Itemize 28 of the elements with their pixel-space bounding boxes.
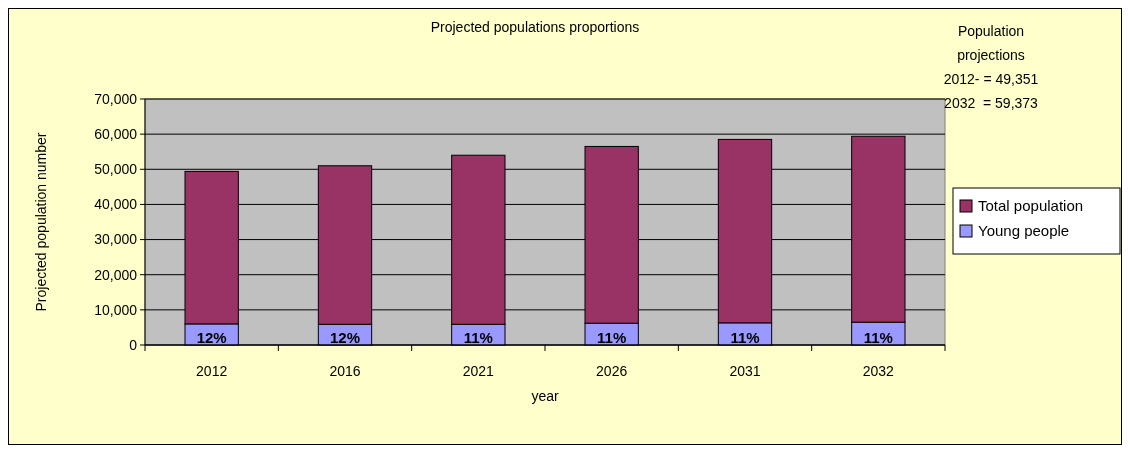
x-tick-label: 2032 bbox=[862, 363, 895, 379]
legend-label: Total population bbox=[978, 197, 1084, 215]
text: 2012- = 49,351 bbox=[943, 71, 1039, 87]
y-axis-title: Projected population number bbox=[33, 132, 49, 312]
annotation: 11% bbox=[463, 329, 493, 346]
x-tick-label: 2026 bbox=[596, 363, 628, 379]
x-tick-label: 2016 bbox=[329, 363, 361, 379]
y-tick-label: 40,000 bbox=[94, 196, 138, 213]
annotation: 2032 = 59,373 bbox=[944, 95, 1039, 111]
annotation: 12% bbox=[196, 329, 227, 346]
x-tick-label: 2031 bbox=[729, 363, 761, 379]
chart-title: Projected populations proportions bbox=[430, 19, 640, 35]
x-axis-title: year bbox=[531, 388, 559, 404]
annotation: 11% bbox=[730, 329, 760, 346]
legend-label: Young people bbox=[978, 222, 1070, 240]
y-tick-label: 30,000 bbox=[94, 231, 138, 248]
text: Population projections bbox=[957, 23, 1025, 63]
y-tick-label: 60,000 bbox=[94, 126, 138, 143]
y-tick-label: 70,000 bbox=[94, 90, 138, 107]
y-tick-label: 20,000 bbox=[94, 266, 138, 283]
annotation: 11% bbox=[863, 329, 893, 346]
y-tick-label: 10,000 bbox=[94, 301, 138, 318]
x-tick-label: 2021 bbox=[462, 363, 495, 379]
y-tick-label: 50,000 bbox=[94, 161, 138, 178]
annotation: 11% bbox=[597, 329, 627, 346]
x-tick-label: 2012 bbox=[196, 363, 228, 379]
y-tick-label: 0 bbox=[129, 336, 138, 353]
annotation: 12% bbox=[329, 329, 361, 346]
